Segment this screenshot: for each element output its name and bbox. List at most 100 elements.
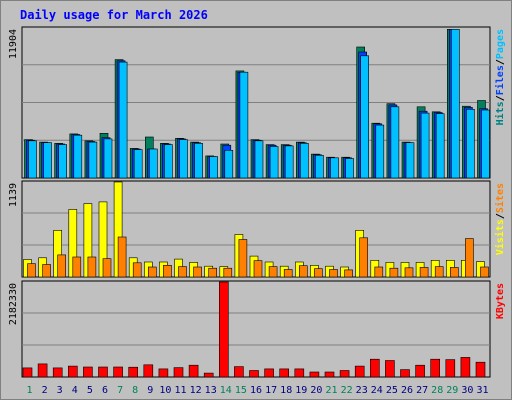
legend-visits: Visits (494, 219, 506, 255)
bar-sites-day-29 (449, 267, 459, 278)
x-tick-label: 27 (416, 385, 428, 396)
panel-legend: KBytes (495, 283, 506, 319)
panel-kbytes: 2182330 KBytes (8, 280, 506, 378)
bar-pages-day-27 (420, 112, 430, 179)
bar-pages-day-19 (299, 143, 309, 179)
bar-sites-day-26 (404, 267, 414, 278)
bar-sites-day-18 (283, 269, 293, 278)
x-tick-label: 13 (205, 385, 217, 396)
bar-sites-day-22 (344, 269, 353, 278)
x-tick-label: 5 (87, 385, 93, 396)
bar-sites-day-11 (178, 266, 187, 278)
x-tick-label: 10 (159, 385, 171, 396)
bar-kbytes-day-22 (339, 370, 350, 378)
x-tick-label: 24 (371, 385, 383, 396)
x-tick-label: 21 (325, 385, 337, 396)
panel-visits: 1139 Visits/Sites (8, 180, 506, 278)
bar-pages-day-28 (435, 113, 445, 179)
legend-sites: Sites (494, 183, 506, 213)
bar-pages-day-12 (194, 143, 203, 179)
bar-kbytes-day-5 (83, 366, 93, 378)
x-tick-label: 22 (341, 385, 353, 396)
bar-sites-day-4 (72, 256, 82, 278)
legend-separator: / (495, 213, 506, 219)
bar-kbytes-day-31 (475, 361, 486, 378)
bar-sites-day-8 (132, 262, 142, 278)
legend-separator: / (495, 59, 506, 65)
bar-kbytes-day-10 (158, 368, 169, 378)
bar-sites-day-19 (298, 265, 308, 278)
x-tick-label: 3 (57, 385, 63, 396)
bar-sites-day-30 (465, 238, 474, 278)
legend-separator: / (495, 95, 506, 101)
panel-legend: Hits/Files/Pages (494, 29, 506, 125)
bar-sites-day-16 (253, 260, 263, 278)
bar-pages-day-31 (481, 109, 490, 179)
bar-pages-day-9 (149, 148, 158, 179)
x-tick-label: 6 (102, 385, 108, 396)
x-tick-label: 12 (190, 385, 202, 396)
legend-files: Files (494, 65, 506, 95)
panel-frame (21, 280, 491, 378)
x-tick-label: 29 (446, 385, 458, 396)
bar-kbytes-day-13 (203, 372, 214, 378)
chart-title: Daily usage for March 2026 (20, 8, 208, 22)
bar-kbytes-day-30 (460, 357, 471, 378)
bar-pages-day-20 (315, 155, 324, 179)
bar-pages-day-10 (164, 144, 173, 179)
bar-sites-day-3 (57, 254, 67, 278)
bar-pages-day-8 (133, 149, 143, 179)
x-tick-label: 4 (72, 385, 78, 396)
bar-kbytes-day-27 (415, 364, 425, 378)
x-tick-label: 30 (461, 385, 473, 396)
bar-pages-day-25 (390, 106, 400, 179)
bars-kbytes (22, 281, 486, 378)
bar-pages-day-2 (43, 142, 52, 179)
bar-sites-day-9 (148, 266, 157, 278)
bar-sites-day-23 (359, 237, 369, 278)
x-tick-label: 1 (26, 385, 32, 396)
bar-sites-day-14 (223, 267, 233, 278)
y-max-label: 1139 (8, 183, 19, 207)
bar-kbytes-day-26 (400, 369, 410, 378)
bar-pages-day-5 (88, 141, 98, 179)
bar-pages-day-30 (466, 109, 475, 179)
x-tick-label: 7 (117, 385, 123, 396)
x-tick-label: 2 (42, 385, 48, 396)
bar-sites-day-27 (419, 267, 429, 278)
bar-kbytes-day-25 (385, 360, 395, 378)
bar-sites-day-6 (102, 258, 112, 278)
bar-sites-day-21 (329, 269, 338, 278)
bar-sites-day-31 (480, 266, 489, 278)
bar-sites-day-24 (374, 266, 384, 278)
bar-kbytes-day-12 (188, 364, 199, 378)
bar-kbytes-day-23 (354, 365, 365, 378)
bar-kbytes-day-15 (234, 366, 244, 378)
bar-pages-day-23 (360, 55, 370, 179)
bar-pages-day-3 (58, 144, 68, 179)
bar-kbytes-day-16 (249, 370, 259, 378)
bar-sites-day-1 (27, 263, 36, 278)
bar-kbytes-day-19 (294, 368, 305, 378)
bar-pages-day-1 (28, 140, 37, 179)
x-tick-label: 16 (250, 385, 262, 396)
bar-pages-day-17 (269, 146, 279, 179)
bar-pages-day-21 (330, 157, 339, 179)
bar-sites-day-10 (163, 264, 172, 278)
bar-kbytes-day-14 (219, 281, 229, 378)
bar-pages-day-24 (375, 124, 385, 179)
bar-pages-day-14 (224, 150, 234, 179)
panel-legend: Visits/Sites (494, 183, 506, 255)
chart-panels: 11904Hits/Files/Pages1139Visits/Sites218… (8, 26, 506, 378)
bar-pages-day-6 (103, 138, 113, 179)
bar-pages-day-13 (209, 156, 218, 179)
bar-kbytes-day-3 (52, 367, 63, 378)
legend-pages: Pages (495, 29, 506, 59)
bar-sites-day-7 (117, 236, 127, 278)
bar-kbytes-day-28 (430, 358, 441, 378)
x-tick-label: 25 (386, 385, 398, 396)
bar-kbytes-day-24 (369, 358, 380, 378)
bar-pages-day-22 (345, 158, 354, 179)
bar-sites-day-25 (389, 267, 399, 278)
